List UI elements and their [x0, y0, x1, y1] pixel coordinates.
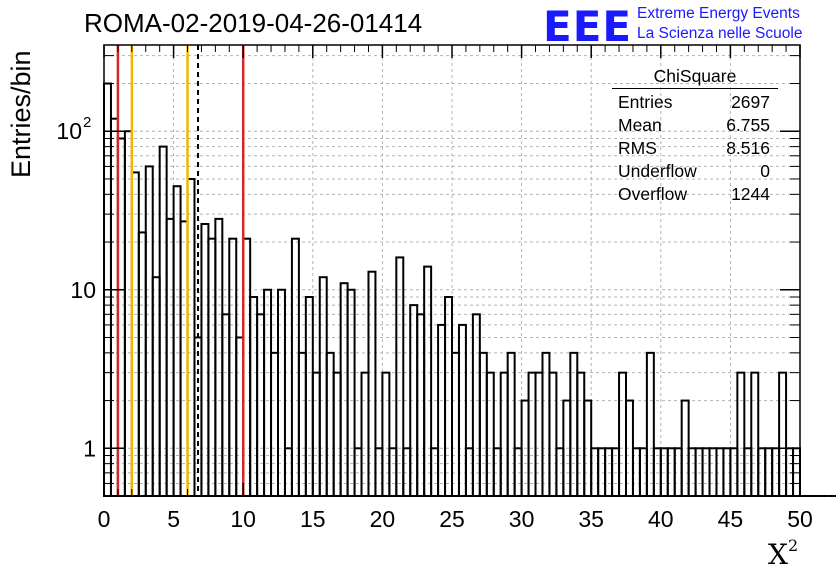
histogram-bin	[750, 371, 760, 497]
histogram-bin	[144, 165, 154, 497]
histogram-bin	[214, 217, 224, 497]
histogram-bin	[534, 371, 544, 497]
histogram-bin	[332, 371, 342, 497]
histogram-bin	[444, 296, 454, 497]
reference-lines	[116, 45, 245, 496]
x-tick-label: 50	[787, 506, 813, 532]
histogram-bin	[506, 351, 516, 497]
x-tick-label: 35	[578, 506, 604, 532]
histogram-bin	[645, 351, 655, 497]
y-tick-label: 10	[70, 277, 96, 303]
histogram-bin	[137, 231, 147, 497]
histogram-bin	[548, 371, 558, 497]
stats-value: 0	[760, 161, 770, 181]
histogram-bin	[471, 313, 481, 497]
histogram-bin	[485, 371, 495, 497]
eee-logo: EEE	[543, 2, 633, 51]
stats-box: ChiSquare Entries 2697 Mean 6.755 RMS 8.516…	[612, 66, 778, 206]
histogram-bin	[457, 323, 467, 497]
histogram-bin	[478, 351, 488, 497]
x-tick-label: 15	[300, 506, 326, 532]
x-tick-label: 40	[648, 506, 674, 532]
histogram-bin	[423, 265, 433, 497]
histogram-bin	[221, 313, 231, 497]
logo-line-2: La Scienza nelle Scuole	[637, 25, 803, 42]
y-tick-label-exponent: 2	[83, 114, 91, 131]
logo-line-1: Extreme Energy Events	[637, 5, 800, 22]
histogram-bin	[346, 288, 356, 497]
histogram-bin	[451, 351, 460, 497]
stats-row: Mean 6.755	[612, 114, 778, 137]
histogram-bin	[499, 371, 509, 497]
y-axis-label: Entries/bin	[6, 50, 36, 178]
histogram-bin	[207, 237, 217, 498]
logo-caption: Extreme Energy Events La Scienza nelle S…	[637, 4, 802, 44]
stats-label: Entries	[618, 92, 673, 112]
x-axis-label-superscript: 2	[787, 536, 799, 555]
histogram-bin	[325, 351, 335, 497]
stats-value: 8.516	[726, 138, 770, 158]
stats-label: Underflow	[618, 161, 697, 181]
histogram-bin	[527, 371, 537, 497]
histogram-bin	[249, 296, 259, 497]
histogram-bin	[569, 351, 579, 497]
x-tick-label: 5	[167, 506, 180, 532]
histogram-bin	[360, 371, 370, 497]
histogram-bin	[270, 351, 280, 497]
x-tick-label: 30	[509, 506, 535, 532]
stats-value: 6.755	[726, 115, 770, 135]
x-axis-label-base: X	[768, 538, 788, 571]
chart-title: ROMA-02-2019-04-26-01414	[84, 8, 423, 38]
histogram-bin	[263, 288, 273, 497]
x-tick-label: 20	[370, 506, 396, 532]
histogram-bin	[277, 288, 286, 497]
histogram-bin	[158, 145, 168, 498]
x-tick-label: 10	[230, 506, 256, 532]
y-tick-label: 10	[56, 118, 82, 144]
histogram-bin	[736, 371, 746, 497]
x-tick-label: 0	[98, 506, 111, 532]
histogram-bin	[172, 185, 182, 498]
histogram-bin	[304, 296, 314, 497]
histogram-bin	[297, 351, 307, 497]
x-axis-label: X2	[768, 536, 799, 571]
x-tick-label: 25	[439, 506, 465, 532]
histogram-bin	[618, 371, 627, 497]
histogram-bin	[778, 371, 788, 497]
histogram-bin	[311, 371, 321, 497]
histogram-bin	[290, 237, 300, 498]
stats-row: Entries 2697	[612, 91, 778, 114]
stats-label: RMS	[618, 138, 657, 158]
histogram-bin	[256, 313, 266, 497]
histogram-bin	[228, 237, 238, 498]
stats-row: Overflow 1244	[612, 183, 778, 206]
histogram-bin	[395, 256, 405, 498]
stats-value: 1244	[731, 184, 770, 204]
stats-label: Overflow	[618, 184, 688, 204]
histogram-bin	[437, 323, 447, 497]
histogram-bin	[165, 217, 175, 497]
stats-row: Underflow 0	[612, 160, 778, 183]
y-tick-label: 1	[83, 435, 96, 461]
histogram-bin	[576, 371, 586, 497]
histogram-bin	[416, 313, 426, 497]
histogram-bin	[381, 371, 391, 497]
x-tick-label: 45	[718, 506, 744, 532]
stats-value: 2697	[731, 92, 770, 112]
stats-row: RMS 8.516	[612, 137, 778, 160]
histogram-bin	[541, 351, 551, 497]
stats-label: Mean	[618, 115, 662, 135]
stats-title: ChiSquare	[612, 66, 778, 89]
